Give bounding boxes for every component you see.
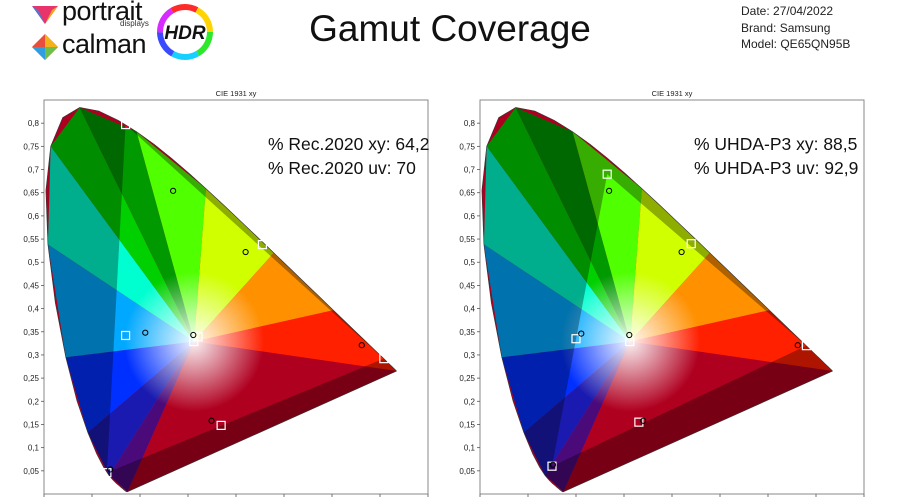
model-text: Model: QE65QN95B (741, 37, 851, 51)
gamut-fill (481, 107, 833, 492)
y-tick-label: 0,25 (23, 374, 39, 383)
y-tick-label: 0,05 (459, 467, 475, 476)
y-tick-label: 0,75 (459, 142, 475, 151)
y-tick-label: 0,5 (464, 258, 476, 267)
y-tick-label: 0,25 (459, 374, 475, 383)
target-marker (102, 468, 112, 478)
coverage-uv-text: % Rec.2020 uv: 70 (268, 158, 416, 178)
target-marker (120, 330, 131, 341)
y-tick-label: 0,15 (23, 420, 39, 429)
target-marker (379, 354, 389, 364)
device-info: Date: 27/04/2022 Brand: Samsung Model: Q… (741, 3, 850, 53)
portrait-logo-text: portrait (62, 0, 143, 26)
measured-point (626, 331, 633, 339)
page-title: Gamut Coverage (309, 8, 591, 49)
chart-title: CIE 1931 xy (652, 89, 693, 98)
measured-point (242, 248, 249, 256)
y-tick-label: 0,7 (28, 166, 40, 175)
coverage-xy-text: % UHDA-P3 xy: 88,5 (694, 134, 858, 154)
measured-point (678, 248, 685, 256)
y-tick-label: 0,3 (28, 351, 40, 360)
measured-point (190, 331, 197, 339)
y-tick-label: 0,2 (464, 397, 476, 406)
measured-point (549, 461, 557, 468)
y-tick-label: 0,8 (28, 119, 40, 128)
y-tick-label: 0,35 (459, 328, 475, 337)
y-tick-label: 0,2 (28, 397, 40, 406)
brand-text: Brand: Samsung (741, 20, 831, 35)
coverage-readout: % UHDA-P3 xy: 88,5 % UHDA-P3 uv: 92,9 (694, 132, 858, 180)
y-tick-label: 0,1 (28, 444, 40, 453)
target-marker (120, 119, 131, 130)
measured-point (578, 330, 585, 337)
measured-point (142, 329, 149, 336)
brand-logos: portrait displays calman HDR (28, 0, 218, 62)
displays-logo-text: displays (120, 19, 149, 28)
y-tick-label: 0,6 (28, 212, 40, 221)
y-tick-label: 0,45 (23, 281, 39, 290)
cie-chart-rec2020: CIE 1931 xy00,10,20,30,40,50,60,70,80,05… (0, 86, 434, 500)
y-tick-label: 0,5 (28, 258, 40, 267)
y-tick-label: 0,6 (464, 212, 476, 221)
measured-point (170, 187, 177, 194)
measured-point (606, 187, 613, 194)
y-tick-label: 0,7 (464, 166, 476, 175)
y-tick-label: 0,05 (23, 467, 39, 476)
measured-point (794, 342, 801, 349)
y-tick-label: 0,3 (464, 351, 476, 360)
target-marker (216, 420, 226, 430)
hdr-badge-icon: HDR (157, 4, 213, 60)
target-marker (686, 239, 696, 249)
y-tick-label: 0,4 (464, 305, 476, 314)
portrait-displays-icon (32, 6, 58, 24)
measured-point (640, 417, 647, 424)
cie-chart-uhda-p3: CIE 1931 xy00,10,20,30,40,50,60,70,80,05… (436, 86, 870, 500)
y-tick-label: 0,1 (464, 444, 476, 453)
y-tick-label: 0,65 (459, 189, 475, 198)
target-marker (634, 417, 644, 427)
y-tick-label: 0,45 (459, 281, 475, 290)
calman-logo-text: calman (62, 29, 147, 59)
coverage-readout: % Rec.2020 xy: 64,2 % Rec.2020 uv: 70 (268, 132, 429, 180)
cie-chart-svg: CIE 1931 xy00,10,20,30,40,50,60,70,80,05… (459, 89, 870, 500)
chart-title: CIE 1931 xy (216, 89, 257, 98)
target-marker (571, 334, 581, 344)
cie-chart-svg: CIE 1931 xy00,10,20,30,40,50,60,70,80,05… (23, 89, 434, 500)
y-tick-label: 0,55 (23, 235, 39, 244)
target-marker (801, 341, 811, 351)
coverage-xy-text: % Rec.2020 xy: 64,2 (268, 134, 430, 154)
out-of-gamut-shade (45, 107, 397, 492)
calman-icon (32, 34, 58, 60)
y-tick-label: 0,75 (23, 142, 39, 151)
spectral-locus (45, 107, 397, 493)
measured-point (208, 417, 215, 424)
measured-point (358, 342, 365, 349)
coverage-uv-text: % UHDA-P3 uv: 92,9 (694, 158, 859, 178)
y-tick-label: 0,65 (23, 189, 39, 198)
gamut-fill (45, 107, 397, 492)
y-tick-label: 0,35 (23, 328, 39, 337)
measured-point (107, 466, 114, 473)
y-tick-label: 0,55 (459, 235, 475, 244)
y-tick-label: 0,8 (464, 119, 476, 128)
out-of-gamut-shade (481, 107, 833, 492)
target-marker (602, 169, 612, 179)
y-tick-label: 0,15 (459, 420, 475, 429)
spectral-locus (481, 107, 833, 493)
y-tick-label: 0,4 (28, 305, 40, 314)
date-text: Date: 27/04/2022 (741, 4, 834, 18)
hdr-badge-text: HDR (164, 23, 205, 44)
target-marker (257, 240, 267, 250)
